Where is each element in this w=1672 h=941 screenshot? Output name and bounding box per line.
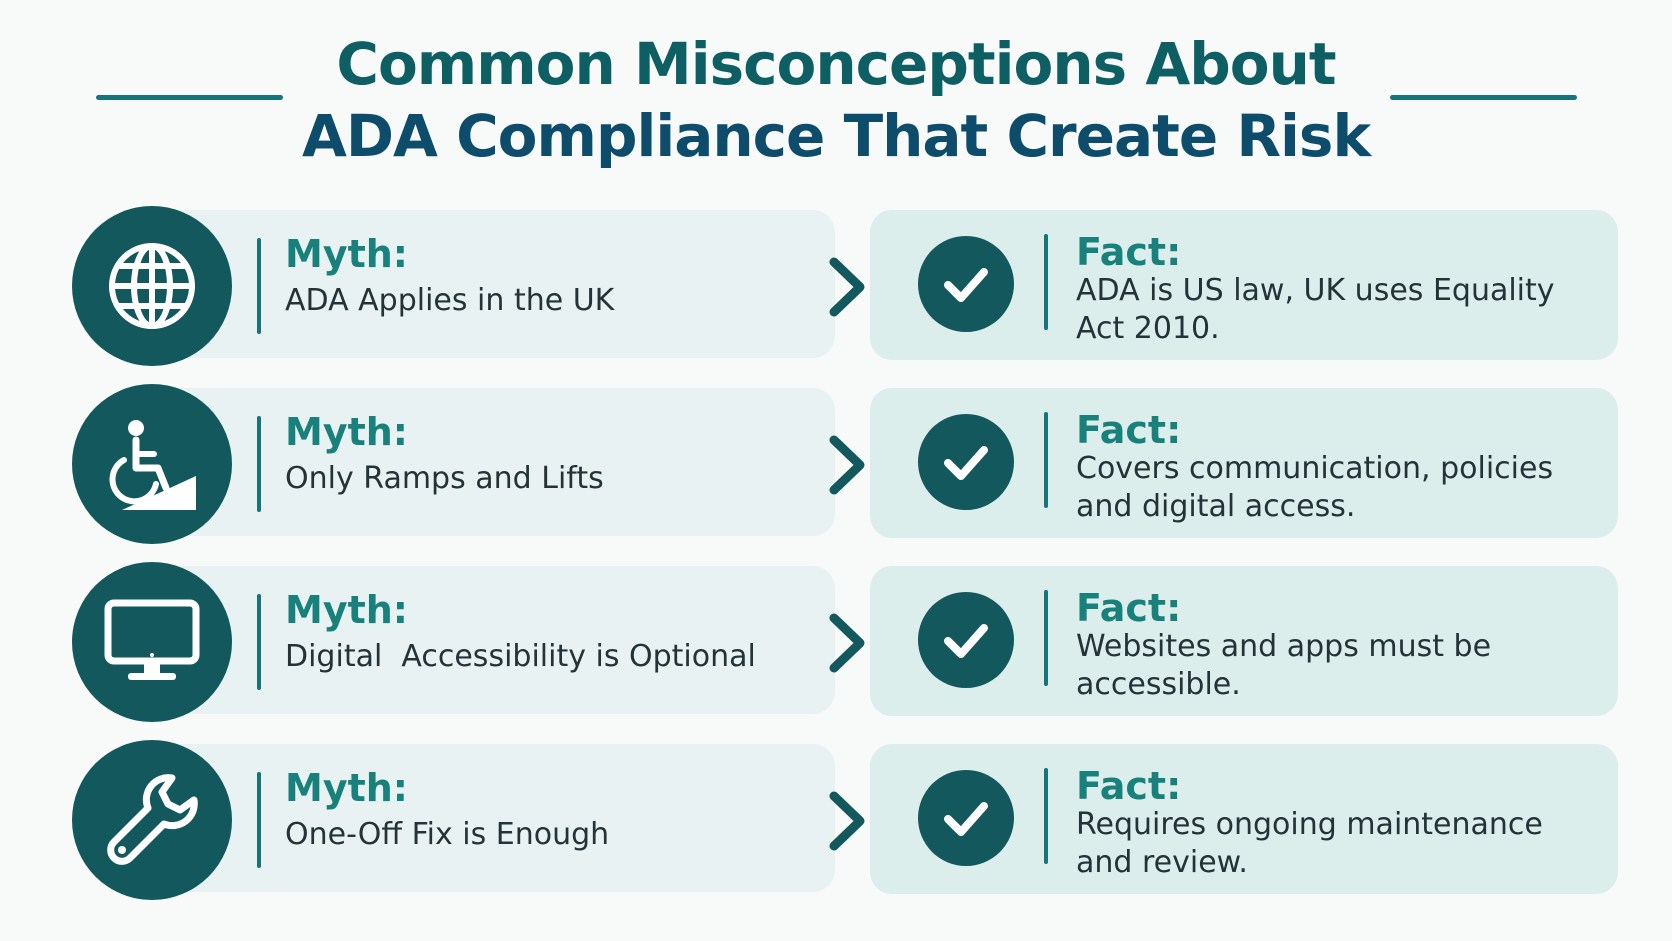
title-line-2: ADA Compliance That Create Risk: [301, 102, 1371, 170]
myth-card: [150, 744, 835, 892]
myth-text: ADA Applies in the UK: [285, 283, 615, 318]
myth-fact-row-2: Myth: Only Ramps and Lifts Fact: Covers …: [0, 384, 1672, 544]
myth-card: [150, 210, 835, 358]
fact-label: Fact:: [1076, 764, 1182, 808]
title-rule-right: [1390, 95, 1577, 100]
fact-text: Websites and apps must be accessible.: [1076, 629, 1492, 702]
myth-fact-row-3: Myth: Digital Accessibility is Optional …: [0, 562, 1672, 722]
fact-text: Covers communication, policies and digit…: [1076, 451, 1554, 524]
fact-text: Requires ongoing maintenance and review.: [1076, 807, 1543, 880]
fact-divider: [1044, 234, 1048, 330]
wheelchair-ramp-icon: [72, 384, 232, 544]
myth-fact-row-4: Myth: One-Off Fix is Enough Fact: Requir…: [0, 740, 1672, 900]
myth-divider: [257, 238, 261, 334]
fact-label: Fact:: [1076, 408, 1182, 452]
chevron-right-icon: [829, 435, 865, 495]
fact-divider: [1044, 590, 1048, 686]
myth-text: One-Off Fix is Enough: [285, 817, 610, 852]
fact-divider: [1044, 768, 1048, 864]
myth-divider: [257, 416, 261, 512]
check-icon: [918, 414, 1014, 510]
page-title: Common Misconceptions About ADA Complian…: [0, 28, 1672, 172]
title-line-1: Common Misconceptions About: [336, 30, 1336, 98]
chevron-right-icon: [829, 257, 865, 317]
title-rule-left: [96, 95, 283, 100]
chevron-right-icon: [829, 791, 865, 851]
fact-label: Fact:: [1076, 230, 1182, 274]
myth-divider: [257, 772, 261, 868]
check-icon: [918, 592, 1014, 688]
monitor-icon: [72, 562, 232, 722]
fact-divider: [1044, 412, 1048, 508]
myth-text: Only Ramps and Lifts: [285, 461, 604, 496]
myth-card: [150, 388, 835, 536]
check-icon: [918, 770, 1014, 866]
wrench-icon: [72, 740, 232, 900]
globe-icon: [72, 206, 232, 366]
myth-label: Myth:: [285, 232, 408, 276]
myth-label: Myth:: [285, 588, 408, 632]
myth-text: Digital Accessibility is Optional: [285, 639, 756, 674]
chevron-right-icon: [829, 613, 865, 673]
myth-label: Myth:: [285, 766, 408, 810]
myth-divider: [257, 594, 261, 690]
myth-label: Myth:: [285, 410, 408, 454]
fact-label: Fact:: [1076, 586, 1182, 630]
myth-fact-row-1: Myth: ADA Applies in the UK Fact: ADA is…: [0, 206, 1672, 366]
check-icon: [918, 236, 1014, 332]
myth-card: [150, 566, 835, 714]
fact-text: ADA is US law, UK uses Equality Act 2010…: [1076, 273, 1555, 346]
